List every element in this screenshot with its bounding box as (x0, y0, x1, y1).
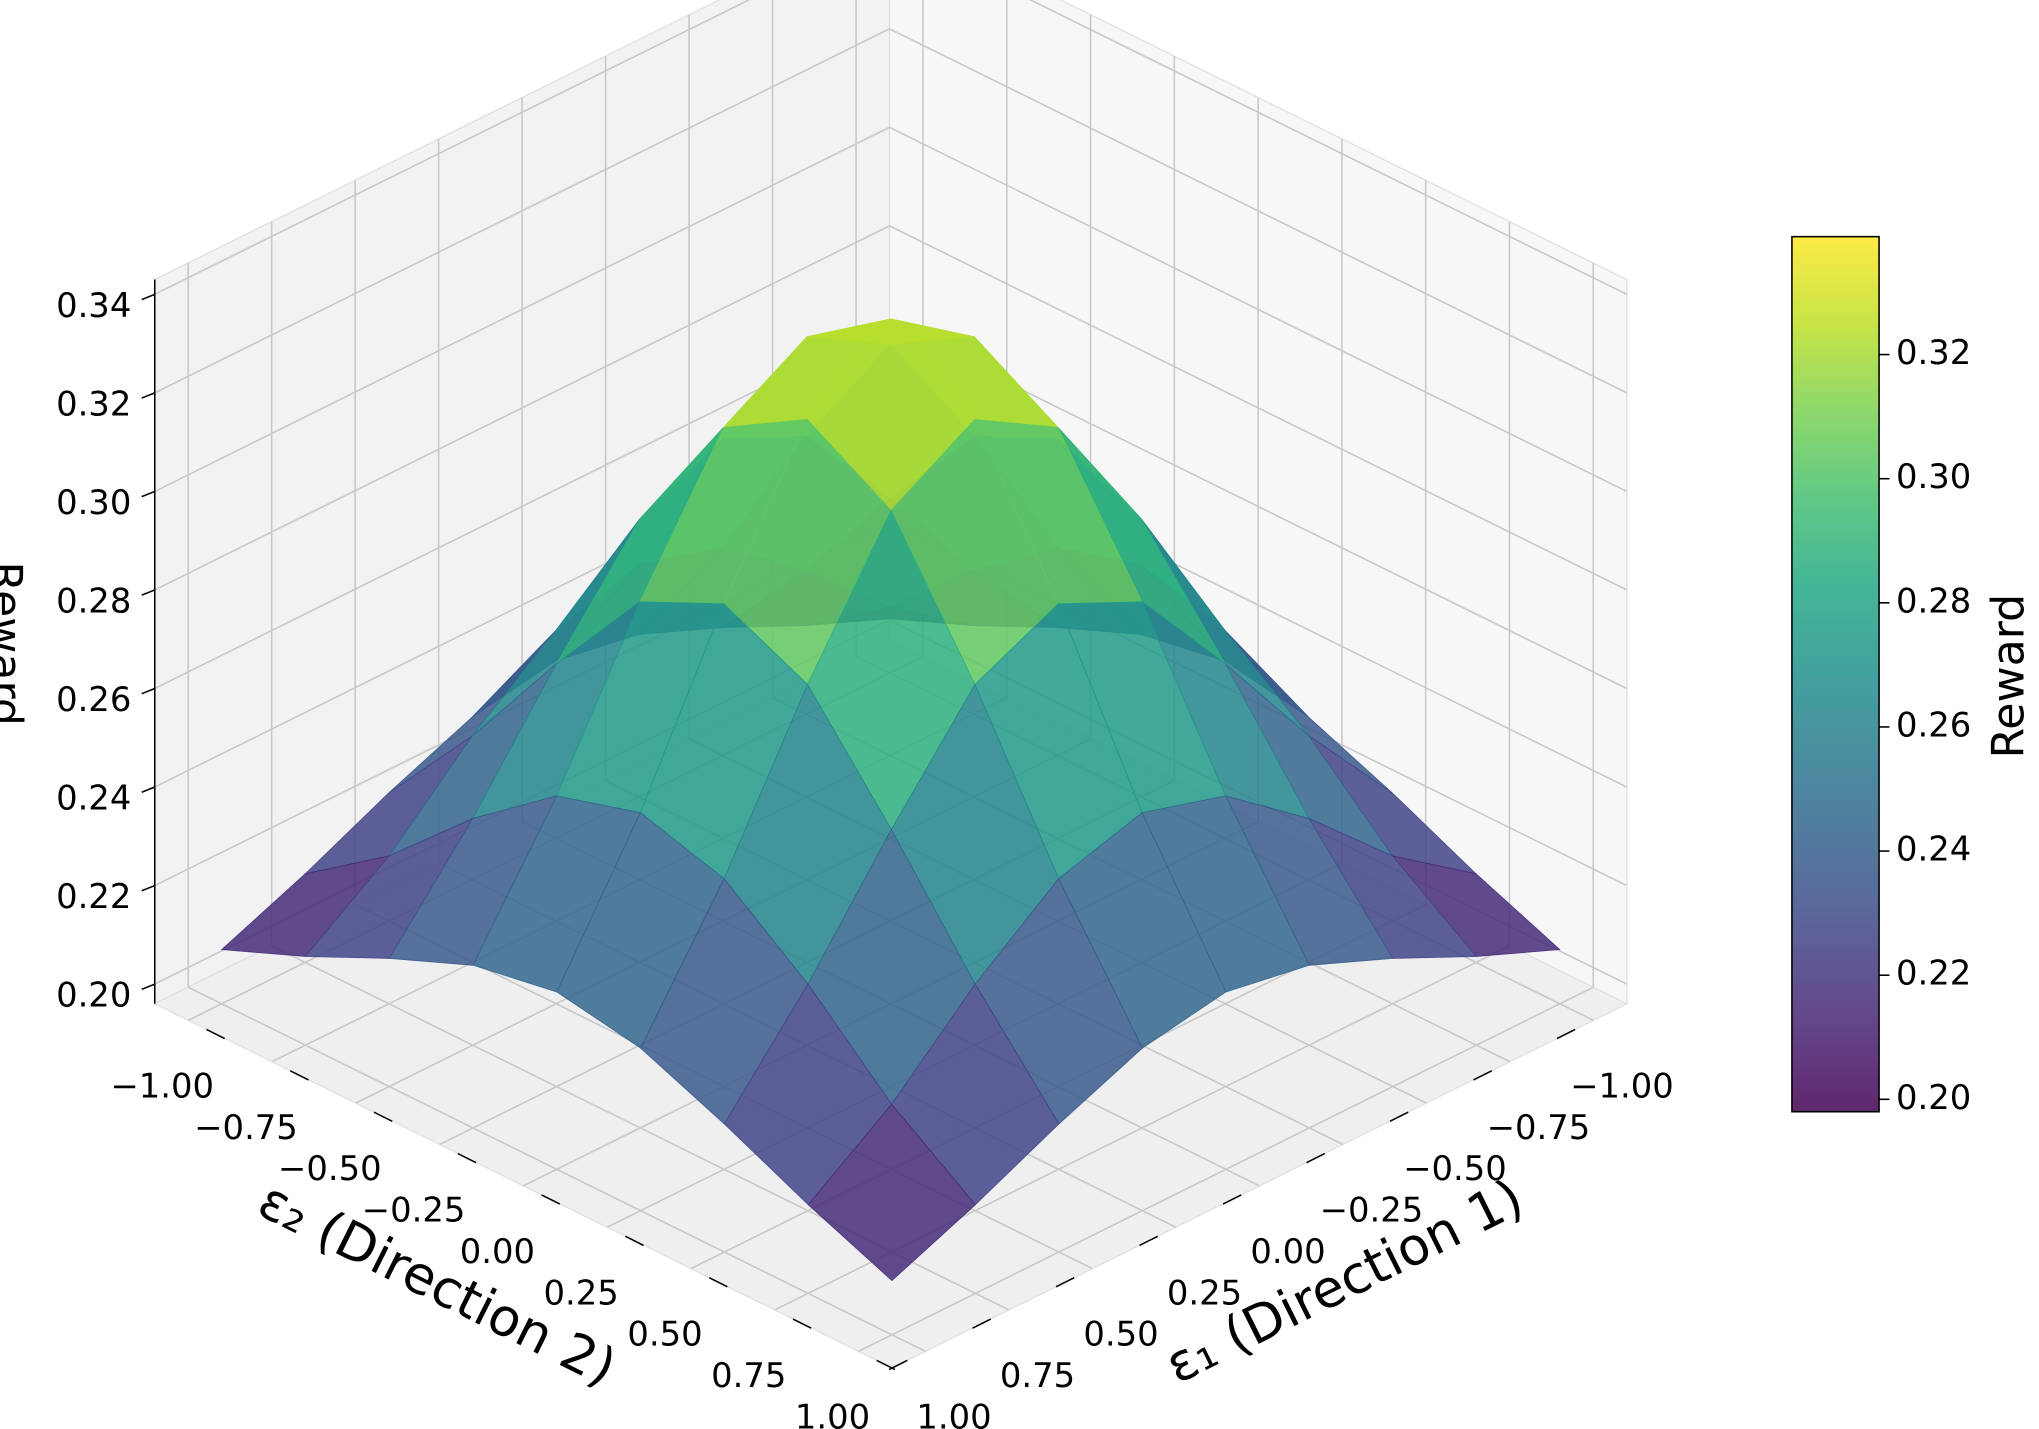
y-tick-label: 0.00 (460, 1232, 535, 1271)
y-tick (792, 1318, 812, 1329)
x-tick (972, 1318, 992, 1329)
x-tick-label: 1.00 (916, 1397, 991, 1429)
surface-face (807, 1103, 976, 1282)
x-tick-label: 0.75 (1000, 1356, 1075, 1395)
x-tick (1055, 1276, 1075, 1288)
grid-line (1028, 0, 1628, 296)
z-tick-label: 0.28 (56, 581, 131, 620)
z-tick (141, 983, 156, 991)
colorbar-tick-label: 0.32 (1896, 333, 1971, 372)
surface (220, 318, 1561, 1282)
x-tick (1473, 1070, 1493, 1081)
grid-line (154, 28, 890, 394)
x-tick (888, 1359, 908, 1371)
z-tick-label: 0.26 (56, 680, 131, 719)
x-tick (1389, 1111, 1409, 1123)
y-tick-label: −0.75 (194, 1108, 298, 1147)
grid-line (154, 0, 751, 296)
z-tick (141, 293, 156, 301)
colorbar (1791, 235, 1880, 1113)
x-tick-label: 0.50 (1083, 1315, 1158, 1354)
z-tick-label: 0.24 (56, 779, 131, 818)
z-tick (141, 786, 156, 793)
grid-line (154, 225, 890, 591)
grid-line (154, 126, 890, 493)
z-tick (141, 884, 156, 892)
z-tick (141, 589, 156, 596)
z-tick-label: 0.34 (56, 286, 131, 325)
y-tick-label: 0.25 (544, 1273, 619, 1312)
x-tick-label: −1.00 (1570, 1066, 1674, 1105)
colorbar-tick-label: 0.22 (1896, 954, 1971, 993)
z-tick-label: 0.32 (56, 384, 131, 423)
colorbar-tick-label: 0.28 (1896, 581, 1971, 620)
y-tick (289, 1070, 309, 1081)
z-tick (141, 490, 156, 498)
y-tick (206, 1028, 226, 1040)
grid-line (889, 225, 1628, 591)
grid-line (889, 126, 1628, 493)
x-tick (1139, 1235, 1159, 1247)
x-tick-label: −0.25 (1320, 1191, 1424, 1230)
colorbar-tick-label: 0.24 (1896, 830, 1971, 869)
z-tick-label: 0.30 (56, 483, 131, 522)
y-tick (625, 1235, 644, 1247)
y-tick (457, 1152, 477, 1164)
colorbar-tick-label: 0.30 (1896, 457, 1971, 496)
z-axis-label: Reward (0, 561, 31, 726)
colorbar-label: Reward (1984, 594, 2035, 759)
x-tick-label: 0.25 (1167, 1273, 1242, 1312)
z-tick-label: 0.20 (56, 976, 131, 1015)
x-tick-label: 0.00 (1250, 1232, 1325, 1271)
y-tick-label: −1.00 (110, 1066, 214, 1105)
z-tick (141, 392, 156, 399)
y-tick (373, 1111, 393, 1123)
x-tick (1306, 1152, 1326, 1164)
z-tick (141, 687, 156, 695)
y-tick-label: −0.25 (362, 1191, 466, 1230)
colorbar-tick-label: 0.20 (1896, 1078, 1971, 1117)
grid-line (889, 28, 1628, 394)
y-tick-label: −0.50 (278, 1149, 382, 1188)
y-tick-label: 0.75 (711, 1356, 786, 1395)
x-tick (1556, 1028, 1576, 1040)
z-tick-label: 0.22 (56, 877, 131, 916)
y-tick (541, 1194, 561, 1205)
y-tick-label: 1.00 (795, 1397, 870, 1429)
x-tick (1222, 1194, 1242, 1205)
x-tick-label: −0.75 (1487, 1108, 1591, 1147)
x-tick-label: −0.50 (1403, 1149, 1507, 1188)
y-tick-label: 0.50 (627, 1315, 702, 1354)
grid-line (858, 986, 1594, 1353)
y-tick (708, 1276, 728, 1288)
colorbar-tick-label: 0.26 (1896, 705, 1971, 744)
